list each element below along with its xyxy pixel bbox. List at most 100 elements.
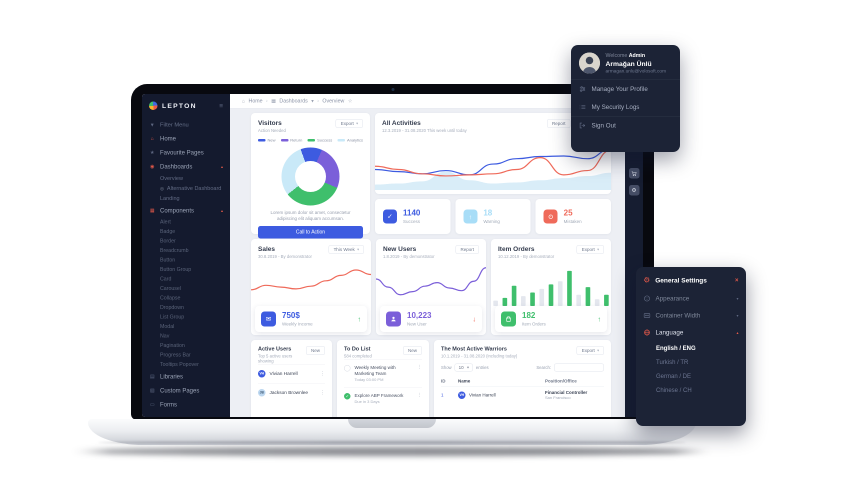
star-outline-icon[interactable]: ☆ [347, 98, 353, 104]
todo-item[interactable]: Weekly Meeting with Marketing Team Today… [344, 359, 422, 387]
settings-panel: ⚙ General Settings × Appearance ▾ Contai… [636, 267, 746, 426]
report-button[interactable]: Report [546, 119, 571, 128]
dots-menu-icon[interactable]: ⋮ [417, 392, 422, 399]
security-logs-item[interactable]: My Security Logs [571, 98, 680, 116]
sidebar-collapse-icon[interactable]: ≡ [219, 101, 223, 110]
sidebar-subitem-pagination[interactable]: Pagination [160, 342, 185, 349]
sign-out-item[interactable]: Sign Out [571, 117, 680, 135]
sidebar-item-home[interactable]: ⌂ Home [150, 135, 177, 142]
sidebar-item-dashboards[interactable]: ◉ Dashboards ▴ [150, 163, 223, 170]
sidebar-subitem-alert[interactable]: Alert [160, 219, 171, 225]
export-button[interactable]: Export ▾ [576, 245, 604, 254]
manage-profile-item[interactable]: Manage Your Profile [571, 80, 680, 98]
laptop-screen: LEPTON ≡ ▼ Filter Menu ⌂ Home ★ [131, 84, 654, 420]
sidebar-subitem-carousel[interactable]: Carousel [160, 285, 182, 292]
sidebar-subitem-list-group[interactable]: List Group [160, 314, 185, 320]
sidebar-subitem-tooltips-popover[interactable]: Tooltips Popover [160, 361, 199, 368]
sidebar-subitem-collapse[interactable]: Collapse [160, 295, 181, 301]
stat-label: Mistaken [563, 219, 582, 224]
new-button[interactable]: New [305, 346, 325, 355]
trend-down-icon: ↓ [472, 315, 477, 323]
card-title: New Users [383, 245, 417, 253]
card-subtitle: 1.8.2019 - By demonstrator [383, 254, 435, 259]
sidebar-subitem-card[interactable]: Card [160, 276, 172, 282]
sidebar-subitem-alternative-dashboard[interactable]: ◎ Alternative Dashboard [160, 185, 222, 192]
language-option-turkish[interactable]: Turkish / TR [656, 358, 689, 366]
page-size-select[interactable]: 10 ▾ [454, 363, 473, 372]
dashboard-app: LEPTON ≡ ▼ Filter Menu ⌂ Home ★ [142, 94, 643, 417]
dots-menu-icon[interactable]: ⋮ [417, 364, 422, 371]
profile-header: Welcome Admin Armağan Ünlü armagan.unlu@… [571, 45, 680, 80]
card-title: The Most Active Warriors [441, 346, 507, 352]
chevron-up-icon: ▴ [736, 330, 739, 335]
sidebar-subitem-landing[interactable]: Landing [160, 195, 180, 202]
breadcrumb-dashboards[interactable]: Dashboards [279, 98, 308, 104]
dots-menu-icon[interactable]: ⋮ [320, 390, 325, 396]
settings-header: ⚙ General Settings × [636, 269, 746, 290]
sidebar-item-filter-menu[interactable]: ▼ Filter Menu [149, 122, 189, 128]
chevron-down-icon: ▾ [597, 248, 599, 252]
profile-name: Armağan Ünlü [605, 60, 652, 68]
container-width-item[interactable]: Container Width ▾ [636, 307, 746, 324]
sidebar-item-components[interactable]: ▦ Components ▴ [149, 207, 223, 214]
gear-icon[interactable]: ⚙ [628, 185, 640, 196]
language-item[interactable]: Language ▴ [636, 324, 746, 341]
sidebar-item-libraries[interactable]: ▤ Libraries [149, 373, 184, 380]
warning-stat-card: ↑ 18 Warning [455, 199, 531, 234]
cart-icon[interactable] [628, 168, 640, 179]
chevron-down-icon[interactable]: ▾ [311, 98, 314, 104]
visitors-description: Lorem ipsum dolor sit amet, consectetur … [270, 210, 351, 222]
sidebar-subitem-border[interactable]: Border [160, 238, 176, 244]
sidebar-subitem-modal[interactable]: Modal [160, 323, 175, 330]
card-title: All Activities [382, 119, 421, 127]
appearance-item[interactable]: Appearance ▾ [636, 290, 746, 307]
sidebar-subitem-badge[interactable]: Badge [160, 228, 176, 235]
sidebar-item-custom-pages[interactable]: ▧ Custom Pages [149, 387, 200, 394]
screen-content: LEPTON ≡ ▼ Filter Menu ⌂ Home ★ [142, 94, 643, 417]
checkbox-unchecked[interactable] [344, 365, 351, 372]
language-option-chinese[interactable]: Chinese / CH [656, 386, 692, 394]
main-area: ⌂ Home › ▦ Dashboards ▾ › Overview ☆ [230, 94, 625, 417]
sidebar-subitem-progress-bar[interactable]: Progress Bar [160, 352, 191, 358]
report-button[interactable]: Report [455, 245, 479, 254]
all-activities-chart [375, 136, 611, 190]
breadcrumb-overview[interactable]: Overview [322, 98, 345, 104]
language-globe-icon [644, 329, 650, 336]
chevron-down-icon: ▾ [357, 248, 359, 252]
close-icon[interactable]: × [734, 276, 739, 284]
components-icon: ▦ [149, 207, 155, 214]
new-users-card: New Users 1.8.2019 - By demonstrator Rep… [376, 239, 486, 335]
card-subtitle: 10.12.2019 - By demonstrator [498, 254, 555, 259]
new-button[interactable]: New [402, 346, 422, 355]
sidebar-subitem-button[interactable]: Button [160, 257, 176, 263]
sidebar-item-favourite-pages[interactable]: ★ Favourite Pages [150, 149, 204, 156]
language-option-english[interactable]: English / ENG [656, 344, 696, 352]
todo-item[interactable]: ✓ Explore ABP Framework Due in 3 Days ⋮ [344, 387, 422, 409]
call-to-action-button[interactable]: Call to Action [258, 226, 363, 239]
language-option-german[interactable]: German / DE [656, 372, 692, 380]
list-item[interactable]: VH Vivian Harrell ⋮ [258, 364, 325, 383]
separator-icon: › [266, 98, 268, 104]
sidebar-item-forms[interactable]: ▭ Forms [149, 401, 177, 408]
legend-item: Return [280, 138, 302, 143]
sidebar-subitem-breadcrumb[interactable]: Breadcrumb [160, 247, 189, 254]
sidebar-subitem-dropdown[interactable]: Dropdown [160, 304, 184, 311]
this-week-button[interactable]: This Week ▾ [328, 245, 364, 254]
target-icon [543, 209, 558, 224]
sidebar-subitem-nav[interactable]: Nav [160, 333, 170, 339]
stat-value: 1140 [403, 209, 421, 218]
arrow-up-icon: ↑ [463, 209, 478, 224]
sidebar-subitem-button-group[interactable]: Button Group [160, 266, 192, 273]
stat-label: Warning [483, 219, 500, 224]
avatar [579, 52, 600, 74]
search-input[interactable] [554, 363, 604, 372]
sidebar-subitem-overview[interactable]: Overview [160, 175, 183, 182]
export-button[interactable]: Export ▾ [335, 119, 363, 128]
checkbox-checked[interactable]: ✓ [344, 393, 351, 400]
table-row[interactable]: 1 VH Vivian Harrell Financial Controller [441, 386, 604, 404]
laptop-shadow [72, 447, 712, 456]
dots-menu-icon[interactable]: ⋮ [320, 371, 325, 377]
export-button[interactable]: Export ▾ [576, 346, 604, 355]
breadcrumb-home[interactable]: Home [248, 98, 263, 104]
list-item[interactable]: JB Jackson Brownlee ⋮ [258, 383, 325, 402]
